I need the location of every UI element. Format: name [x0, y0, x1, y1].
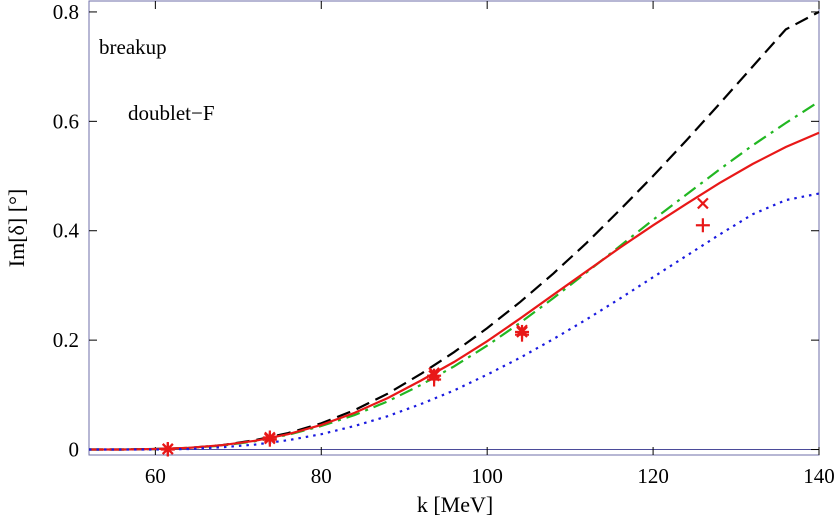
tick-labels: 60 80 100 120 140 0 0.2 0.4 0.6 0.8	[53, 0, 835, 488]
marker-plus	[262, 432, 277, 447]
marker-x	[697, 197, 709, 210]
x-tick-label: 120	[637, 464, 669, 488]
x-tick-label: 80	[311, 464, 332, 488]
y-tick-label: 0.4	[53, 219, 80, 243]
marker-layer	[160, 197, 710, 457]
annotation-doublet-f: doublet−F	[128, 101, 215, 125]
marker-plus	[695, 218, 710, 233]
series-green-dash-dot	[89, 100, 820, 451]
y-tick-label: 0.8	[53, 0, 79, 24]
y-tick-label: 0.6	[53, 109, 79, 133]
y-axis-label: Im[δ] [°]	[4, 189, 29, 267]
y-tick-label: 0.2	[53, 328, 79, 352]
plot-frame	[88, 0, 820, 456]
series-layer	[89, 10, 820, 451]
axis-ticks	[89, 1, 820, 455]
marker-plus	[160, 442, 175, 457]
series-red-solid	[89, 131, 820, 451]
y-tick-label: 0	[69, 438, 80, 462]
series-blue-dotted	[89, 192, 820, 451]
x-tick-label: 140	[803, 464, 835, 488]
x-tick-label: 60	[145, 464, 166, 488]
annotation-breakup: breakup	[99, 35, 167, 59]
x-axis-label: k [MeV]	[417, 492, 493, 517]
x-tick-label: 100	[471, 464, 503, 488]
marker-plus	[427, 372, 442, 387]
marker-plus	[515, 327, 530, 342]
series-black-dashed	[89, 10, 820, 451]
